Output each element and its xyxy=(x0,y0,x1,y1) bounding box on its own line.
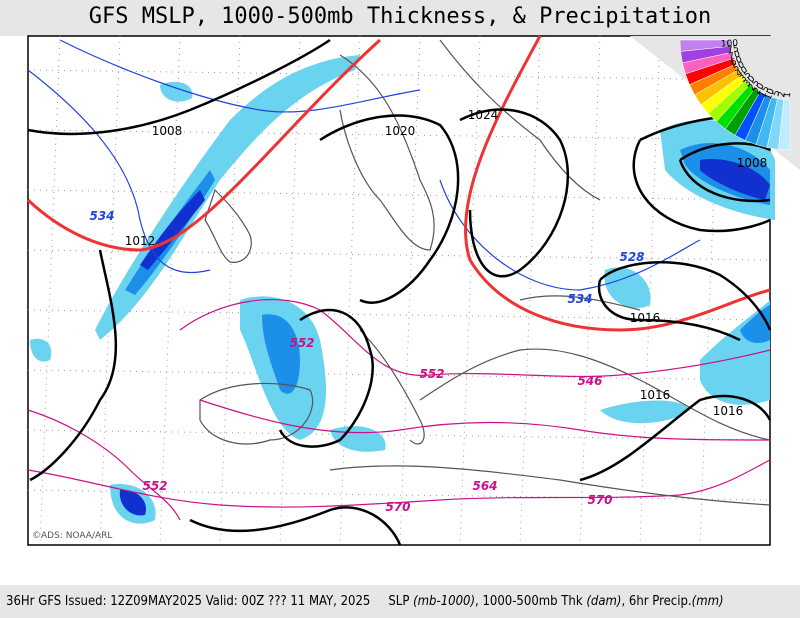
contour-label: 552 xyxy=(289,336,314,350)
legend-label: 100 xyxy=(721,39,739,50)
meridian xyxy=(579,35,601,546)
unit: (dam) xyxy=(586,594,622,609)
parallel xyxy=(27,249,771,261)
map: 1008 1020 1024 1012 1016 1016 1016 1008 534 528 53… xyxy=(26,35,800,546)
contour-label: 1012 xyxy=(125,234,156,248)
meridian xyxy=(459,35,481,546)
contour-label: 534 xyxy=(567,292,592,306)
parallel xyxy=(27,369,771,381)
meridian xyxy=(519,35,541,546)
legend-label: 2 xyxy=(777,91,788,98)
unit: (mb-1000) xyxy=(413,594,476,609)
legend-label: 50 xyxy=(732,60,747,74)
freezing-contours xyxy=(26,35,771,332)
coastlines xyxy=(199,39,771,506)
legend-text: , 6hr Precip. xyxy=(621,594,692,609)
precipitation xyxy=(30,55,775,524)
meridian xyxy=(159,35,181,546)
meridian xyxy=(339,35,361,546)
credit: ©ADS: NOAA/ARL xyxy=(32,531,112,541)
parallel xyxy=(27,429,771,441)
parallel xyxy=(27,309,771,321)
contour-label: 1008 xyxy=(152,124,183,138)
parallel xyxy=(27,69,771,81)
contour-label: 528 xyxy=(619,250,644,264)
legend-label: 5 xyxy=(771,89,782,97)
contour-label: 534 xyxy=(89,209,114,223)
footer: 36Hr GFS Issued: 12Z09MAY2025 Valid: 00Z… xyxy=(0,585,800,618)
contour-label: 570 xyxy=(587,493,612,507)
contour-label: 552 xyxy=(142,479,167,493)
contour-label: 1016 xyxy=(630,311,661,325)
legend-text: , 1000-500mb Thk xyxy=(475,594,583,609)
meridian xyxy=(39,35,61,546)
legend-text: SLP xyxy=(388,594,410,609)
contour-label: 552 xyxy=(419,367,444,381)
run-info: 36Hr GFS Issued: 12Z09MAY2025 Valid: 00Z… xyxy=(6,594,371,609)
meridian xyxy=(639,35,661,546)
legend-label: 75 xyxy=(727,44,740,56)
contour-label: 1008 xyxy=(737,156,768,170)
meridian xyxy=(99,35,121,546)
contour-label: 1020 xyxy=(385,124,416,138)
contour-label: 546 xyxy=(577,374,602,388)
parallel xyxy=(27,489,771,501)
contour-label: 1024 xyxy=(468,108,499,122)
isobars xyxy=(27,38,772,546)
contour-label: 1016 xyxy=(640,388,671,402)
contour-labels: 1008 1020 1024 1012 1016 1016 1016 1008 534 528 53… xyxy=(89,108,767,514)
unit: (mm) xyxy=(691,594,724,609)
contour-label: 1016 xyxy=(713,404,744,418)
meridian xyxy=(399,35,421,546)
title: GFS MSLP, 1000-500mb Thickness, & Precip… xyxy=(0,0,800,36)
legend-label: 60 xyxy=(729,55,744,69)
legend-label: 1 xyxy=(783,92,793,98)
contour-label: 564 xyxy=(472,479,497,493)
contour-label: 570 xyxy=(385,500,410,514)
legend-wedge xyxy=(778,99,791,151)
